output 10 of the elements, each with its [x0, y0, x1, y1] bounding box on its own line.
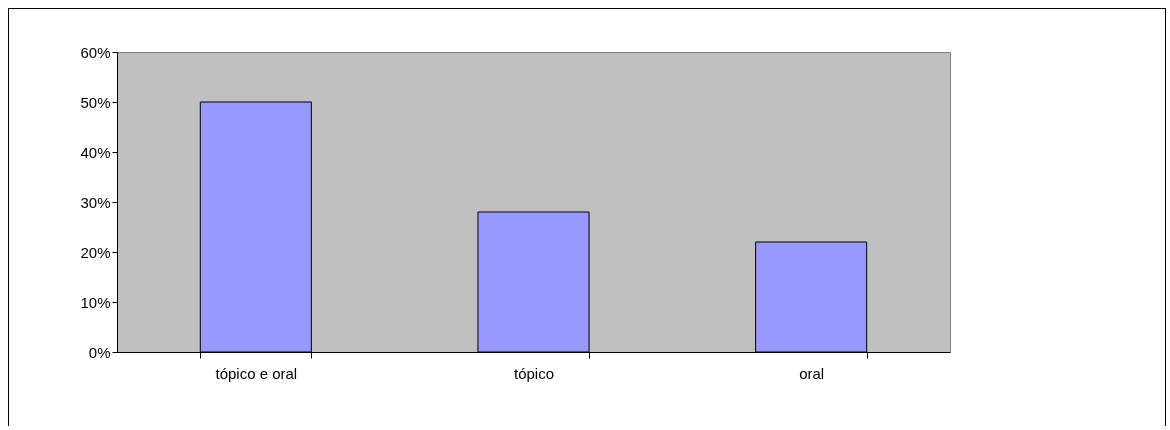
y-tick-label: 60% — [80, 43, 111, 61]
y-tick-label: 40% — [80, 143, 111, 161]
y-tick-label: 50% — [80, 93, 111, 111]
x-tick-label: oral — [799, 364, 825, 382]
y-tick-label: 30% — [80, 193, 111, 211]
x-tick-label: tópico e oral — [215, 364, 298, 382]
y-tick-label: 20% — [80, 243, 111, 261]
y-tick-label: 10% — [80, 293, 111, 311]
x-tick-label: tópico — [513, 364, 555, 382]
y-tick-label: 0% — [88, 343, 111, 361]
